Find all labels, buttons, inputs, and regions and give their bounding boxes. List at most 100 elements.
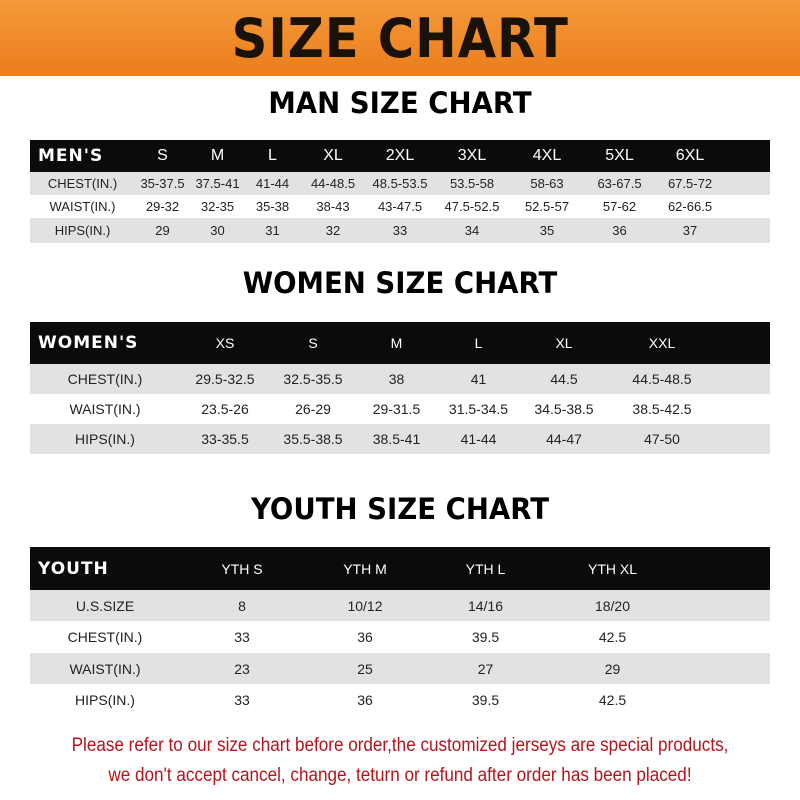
table-cell: 26-29 — [295, 401, 331, 417]
size-header-cell: L — [268, 147, 277, 164]
table-cell: 31.5-34.5 — [448, 401, 509, 417]
table-cell: 34 — [464, 223, 480, 238]
table-cell: 35 — [539, 223, 555, 238]
table-cell: 34.5-38.5 — [534, 401, 594, 417]
size-header-cell: 6XL — [675, 147, 705, 164]
banner-title: SIZE CHART — [231, 6, 569, 70]
table-row: HIPS(IN.) 29 30 31 32 33 34 35 36 37 — [30, 218, 770, 243]
table-cell: 29-32 — [145, 199, 180, 214]
table-cell: 41 — [470, 371, 487, 387]
table-cell: 23.5-26 — [201, 401, 249, 417]
table-row: HIPS(IN.) 33-35.5 35.5-38.5 38.5-41 41-44 44-… — [30, 424, 770, 454]
table-cell: 32 — [325, 223, 341, 238]
youth-section-title: YOUTH SIZE CHART — [250, 492, 550, 526]
table-cell: 48.5-53.5 — [372, 176, 428, 191]
size-header-cell: XXL — [648, 335, 676, 351]
table-cell: 35-37.5 — [140, 176, 185, 191]
size-header-cell: YTH L — [465, 560, 506, 577]
table-cell: 8 — [238, 597, 246, 614]
banner: SIZE CHART — [0, 0, 800, 76]
table-row: WAIST(IN.) 23.5-26 26-29 29-31.5 31.5-34.5 34… — [30, 394, 770, 424]
size-header-cell: 2XL — [385, 147, 415, 164]
row-label: CHEST(IN.) — [67, 629, 143, 645]
table-cell: 35.5-38.5 — [283, 431, 343, 447]
table-cell: 29.5-32.5 — [195, 371, 255, 387]
size-header-cell: 4XL — [532, 147, 562, 164]
table-cell: 44.5 — [550, 371, 578, 387]
table-cell: 44-48.5 — [310, 176, 356, 191]
row-label: CHEST(IN.) — [67, 371, 143, 387]
size-header-cell: YTH S — [221, 560, 263, 577]
size-header-cell: 3XL — [457, 147, 487, 164]
row-label: WAIST(IN.) — [69, 660, 141, 677]
table-cell: 29 — [155, 223, 170, 238]
table-cell: 58-63 — [530, 176, 564, 191]
women-section-title: WOMEN SIZE CHART — [242, 266, 558, 300]
table-cell: 38.5-42.5 — [632, 401, 692, 417]
table-cell: 38 — [388, 371, 405, 387]
size-header-cell: YTH XL — [587, 560, 637, 577]
table-cell: 25 — [357, 660, 373, 677]
table-cell: 33 — [234, 692, 250, 708]
table-row: HIPS(IN.) 33 36 39.5 42.5 — [30, 684, 770, 716]
table-cell: 10/12 — [347, 597, 383, 614]
table-cell: 35-38 — [255, 199, 290, 214]
women-size-table: WOMEN'S XS S M L XL XXL CHEST(IN.) 29.5-32.5 32.5… — [30, 322, 770, 454]
table-row: WAIST(IN.) 29-32 32-35 35-38 38-43 43-47.5 47.… — [30, 195, 770, 218]
men-size-table: MEN'S S M L XL 2XL 3XL 4XL 5XL 6XL CHEST(IN.) 35-37… — [30, 140, 770, 243]
size-header-cell: XL — [323, 147, 343, 164]
table-cell: 14/16 — [467, 597, 504, 614]
table-cell: 38.5-41 — [372, 431, 421, 447]
table-header-row: MEN'S S M L XL 2XL 3XL 4XL 5XL 6XL — [30, 140, 770, 172]
table-cell: 39.5 — [471, 692, 500, 708]
table-cell: 38-43 — [316, 199, 350, 214]
row-label: HIPS(IN.) — [75, 692, 135, 708]
youth-size-table: YOUTH YTH S YTH M YTH L YTH XL U.S.SIZE 8 10/12… — [30, 547, 770, 716]
row-label: WAIST(IN.) — [49, 199, 116, 214]
table-cell: 23 — [234, 660, 250, 677]
table-header-row: WOMEN'S XS S M L XL XXL — [30, 322, 770, 364]
table-cell: 29 — [604, 660, 621, 677]
row-label: HIPS(IN.) — [75, 431, 135, 447]
table-cell: 67.5-72 — [667, 176, 713, 191]
row-label: HIPS(IN.) — [54, 223, 111, 238]
row-label: CHEST(IN.) — [47, 176, 118, 191]
table-cell: 31 — [265, 223, 280, 238]
table-cell: 47.5-52.5 — [444, 199, 500, 214]
table-cell: 62-66.5 — [667, 199, 713, 214]
table-row: WAIST(IN.) 23 25 27 29 — [30, 653, 770, 684]
table-cell: 53.5-58 — [449, 176, 495, 191]
table-cell: 33 — [392, 223, 408, 238]
table-cell: 63-67.5 — [597, 176, 642, 191]
table-cell: 42.5 — [598, 692, 627, 708]
table-cell: 30 — [210, 223, 225, 238]
table-cell: 57-62 — [602, 199, 637, 214]
size-header-cell: M — [390, 335, 403, 351]
table-cell: 36 — [357, 629, 373, 645]
size-header-cell: XL — [555, 335, 573, 351]
size-header-cell: L — [474, 335, 483, 351]
table-cell: 18/20 — [594, 597, 631, 614]
table-cell: 41-44 — [460, 431, 497, 447]
table-title-cell: YOUTH — [38, 558, 109, 579]
table-row: U.S.SIZE 8 10/12 14/16 18/20 — [30, 590, 770, 621]
table-cell: 44.5-48.5 — [632, 371, 692, 387]
size-header-cell: S — [157, 147, 168, 164]
table-cell: 33-35.5 — [201, 431, 249, 447]
row-label: U.S.SIZE — [75, 597, 135, 614]
table-row: CHEST(IN.) 33 36 39.5 42.5 — [30, 621, 770, 653]
table-cell: 32.5-35.5 — [283, 371, 343, 387]
table-row: CHEST(IN.) 29.5-32.5 32.5-35.5 38 41 44.5 44.5… — [30, 364, 770, 394]
size-header-cell: XS — [215, 335, 235, 351]
size-header-cell: S — [308, 335, 318, 351]
notice-line-2: we don't accept cancel, change, teturn o… — [108, 765, 692, 786]
row-label: WAIST(IN.) — [69, 401, 141, 417]
table-cell: 29-31.5 — [372, 401, 421, 417]
table-cell: 44-47 — [546, 431, 582, 447]
table-cell: 36 — [357, 692, 373, 708]
notice-line-1: Please refer to our size chart before or… — [71, 735, 729, 756]
table-cell: 52.5-57 — [524, 199, 570, 214]
table-cell: 37.5-41 — [195, 176, 240, 191]
table-cell: 36 — [612, 223, 627, 238]
table-cell: 41-44 — [255, 176, 290, 191]
